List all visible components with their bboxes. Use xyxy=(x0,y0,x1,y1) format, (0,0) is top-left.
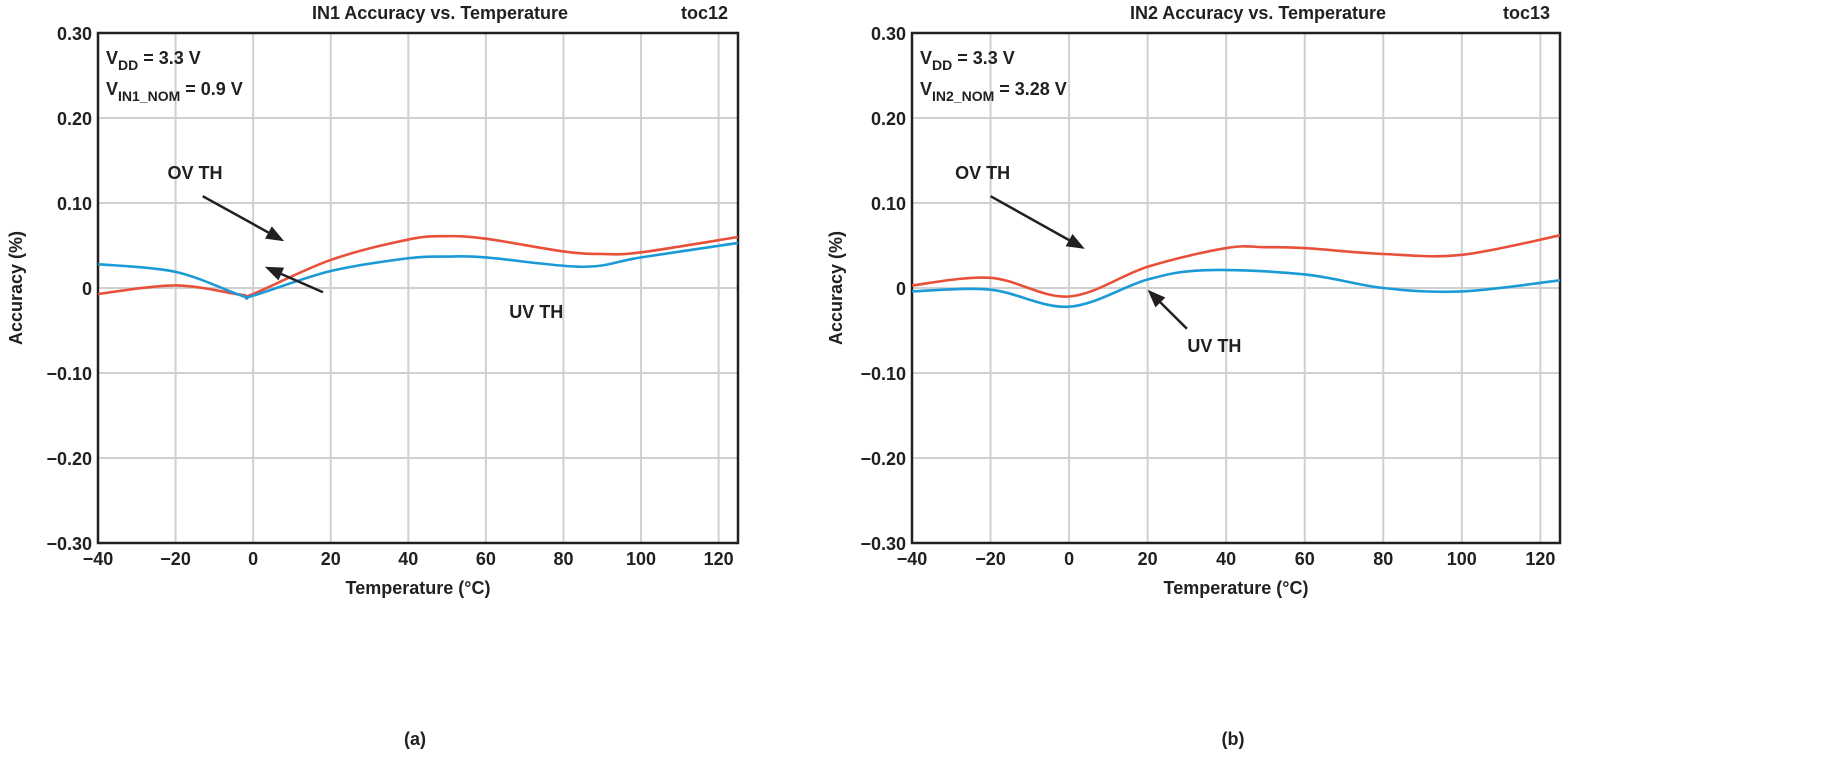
x-tick-label: 40 xyxy=(1216,549,1236,569)
y-tick-label: 0.20 xyxy=(871,109,906,129)
condition-subscript: DD xyxy=(932,57,952,73)
condition-value: = 0.9 V xyxy=(180,79,243,99)
x-tick-label: −20 xyxy=(975,549,1006,569)
y-tick-label: 0.10 xyxy=(871,194,906,214)
arrow-head-icon xyxy=(1065,234,1085,249)
x-tick-label: 80 xyxy=(553,549,573,569)
panel-label: (a) xyxy=(404,729,426,749)
chart-title: IN2 Accuracy vs. Temperature xyxy=(1130,3,1386,23)
arrow-head-icon xyxy=(1147,289,1166,308)
x-tick-label: 80 xyxy=(1373,549,1393,569)
y-tick-label: 0.10 xyxy=(57,194,92,214)
x-tick-label: 60 xyxy=(476,549,496,569)
x-tick-label: 20 xyxy=(1138,549,1158,569)
condition-subscript: IN2_NOM xyxy=(932,88,994,104)
condition-symbol: V xyxy=(920,48,932,68)
chart-2: −40 −20 0 20 40 60 80 100 120 0.30 0.20 0.10 0 −0.10 −… xyxy=(826,3,1562,749)
chart-title: IN1 Accuracy vs. Temperature xyxy=(312,3,568,23)
x-tick-label: 60 xyxy=(1295,549,1315,569)
x-tick-label: −40 xyxy=(83,549,114,569)
x-tick-label: 120 xyxy=(704,549,734,569)
panel-label: (b) xyxy=(1222,729,1245,749)
figure-id: toc12 xyxy=(681,3,728,23)
series-line-uv-th xyxy=(911,268,1561,309)
y-axis-label: Accuracy (%) xyxy=(826,231,846,345)
condition-value: = 3.3 V xyxy=(138,48,201,68)
ov-th-annotation: OV TH xyxy=(167,163,222,183)
series-line-uv-th xyxy=(97,241,739,300)
y-tick-label: −0.10 xyxy=(860,364,906,384)
condition-text: VIN1_NOM = 0.9 V xyxy=(106,79,243,104)
y-tick-label: −0.20 xyxy=(46,449,92,469)
x-tick-label: 100 xyxy=(626,549,656,569)
x-tick-label: 0 xyxy=(1064,549,1074,569)
arrow-shaft xyxy=(1159,301,1188,330)
x-tick-label: 0 xyxy=(248,549,258,569)
plot-frame xyxy=(96,31,740,545)
condition-text: VIN2_NOM = 3.28 V xyxy=(920,79,1067,104)
y-tick-label: 0.20 xyxy=(57,109,92,129)
y-axis-label: Accuracy (%) xyxy=(6,231,26,345)
uv-th-annotation: UV TH xyxy=(1187,336,1241,356)
condition-value: = 3.3 V xyxy=(952,48,1015,68)
x-tick-label: −40 xyxy=(897,549,928,569)
arrow-shaft xyxy=(989,195,1070,242)
uv-th-annotation: UV TH xyxy=(509,302,563,322)
y-tick-label: −0.30 xyxy=(46,534,92,554)
x-tick-label: 40 xyxy=(398,549,418,569)
condition-text: VDD = 3.3 V xyxy=(920,48,1015,73)
condition-symbol: V xyxy=(920,79,932,99)
y-tick-label: 0.30 xyxy=(57,24,92,44)
x-tick-label: 20 xyxy=(321,549,341,569)
y-tick-label: 0.30 xyxy=(871,24,906,44)
x-tick-label: 100 xyxy=(1447,549,1477,569)
x-axis-label: Temperature (°C) xyxy=(1164,578,1309,598)
condition-subscript: IN1_NOM xyxy=(118,88,180,104)
arrow-head-icon xyxy=(265,226,285,242)
series-line-ov-th xyxy=(911,234,1561,298)
plot-frame xyxy=(910,31,1562,545)
condition-text: VDD = 3.3 V xyxy=(106,48,201,73)
arrow-shaft xyxy=(280,272,324,294)
y-tick-label: −0.20 xyxy=(860,449,906,469)
figure-id: toc13 xyxy=(1503,3,1550,23)
chart-1: −40 −20 0 20 40 60 80 100 120 0.30 0.20 0.10 0 −0.10 −… xyxy=(6,3,740,749)
condition-symbol: V xyxy=(106,48,118,68)
x-tick-label: −20 xyxy=(160,549,191,569)
y-tick-label: −0.10 xyxy=(46,364,92,384)
condition-symbol: V xyxy=(106,79,118,99)
condition-value: = 3.28 V xyxy=(994,79,1067,99)
y-tick-label: 0 xyxy=(82,279,92,299)
x-axis-label: Temperature (°C) xyxy=(346,578,491,598)
arrow-head-icon xyxy=(264,266,285,281)
arrow-shaft xyxy=(202,195,270,234)
y-tick-label: −0.30 xyxy=(860,534,906,554)
y-tick-label: 0 xyxy=(896,279,906,299)
ov-th-annotation: OV TH xyxy=(955,163,1010,183)
condition-subscript: DD xyxy=(118,57,138,73)
x-tick-label: 120 xyxy=(1525,549,1555,569)
